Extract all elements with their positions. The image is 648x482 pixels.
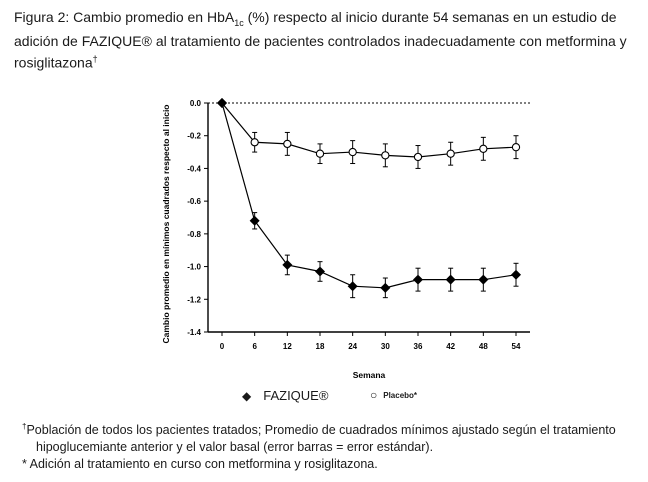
- series-line-placebo: [221, 102, 517, 158]
- y-tick-label: -1.2: [187, 295, 201, 304]
- x-tick-label: 24: [348, 342, 357, 351]
- x-tick-label: 36: [414, 342, 423, 351]
- data-point-placebo: [250, 138, 259, 147]
- data-point-placebo: [446, 149, 455, 158]
- data-point-fazique: [347, 281, 358, 292]
- data-point-fazique: [478, 274, 489, 285]
- x-tick-label: 48: [479, 342, 488, 351]
- chart-axes: 0.0 -0.2 -0.4 -0.6 -0.8 -1.0 -1.2 -1.4 0 6 12 18 24 3…: [187, 99, 530, 351]
- x-tick-label: 6: [252, 342, 257, 351]
- data-point-fazique: [217, 98, 227, 108]
- y-tick-label: -0.8: [187, 230, 201, 239]
- data-point-placebo: [479, 144, 488, 153]
- legend-fazique: ◆ FAZIQUE®: [242, 388, 328, 403]
- data-point-placebo: [283, 139, 292, 149]
- x-tick-label: 42: [446, 342, 455, 351]
- footnote-1-text: Población de todos los pacientes tratado…: [26, 423, 616, 438]
- x-tick-label: 54: [512, 342, 521, 351]
- data-point-placebo: [413, 152, 423, 162]
- caption-subscript: 1c: [234, 17, 244, 28]
- series-line-fazique: [221, 102, 517, 289]
- x-tick-label: 30: [381, 342, 390, 351]
- data-point-fazique: [249, 215, 260, 226]
- y-tick-label: -0.4: [187, 164, 201, 173]
- data-point-fazique: [380, 282, 391, 293]
- axis-labels: Cambio promedio en mínimos cuadrados res…: [161, 105, 386, 381]
- footnote-2: * Adición al tratamiento en curso con me…: [22, 457, 378, 472]
- data-point-fazique: [282, 259, 293, 270]
- y-tick-label: -1.4: [187, 328, 201, 337]
- open-circle-icon: ○: [370, 388, 378, 402]
- series-placebo: [217, 98, 521, 169]
- footnote-1: †Población de todos los pacientes tratad…: [22, 418, 642, 439]
- caption-rest: (%) respecto al inicio durante 54 semana…: [14, 9, 627, 71]
- legend-fazique-label: FAZIQUE®: [263, 388, 329, 403]
- data-point-fazique: [445, 274, 456, 285]
- series-fazique: [217, 98, 521, 299]
- footnote-1-mark: †: [22, 422, 27, 431]
- data-point-fazique: [511, 269, 521, 280]
- legend-placebo-label: Placebo*: [383, 390, 418, 400]
- line-chart: 0.0 -0.2 -0.4 -0.6 -0.8 -1.0 -1.2 -1.4 0 6 12 18 24 3…: [161, 98, 530, 381]
- x-tick-label: 12: [283, 342, 292, 351]
- y-tick-label: 0.0: [190, 99, 202, 108]
- figure-caption: Figura 2: Cambio promedio en HbA1c (%) r…: [14, 8, 638, 71]
- data-point-placebo: [511, 143, 521, 152]
- series-layer: [217, 98, 521, 299]
- data-point-placebo: [348, 147, 357, 157]
- footnote-1-continuation: hipoglucemiante anterior y el valor basa…: [36, 440, 434, 455]
- diamond-icon: ◆: [242, 388, 252, 403]
- data-point-placebo: [315, 149, 325, 158]
- caption-dagger: †: [92, 53, 98, 64]
- x-axis-label: Semana: [353, 370, 386, 380]
- footnotes: †Población de todos los pacientes tratad…: [22, 418, 642, 473]
- data-point-placebo: [381, 151, 390, 160]
- data-point-fazique: [413, 274, 423, 285]
- y-axis-label: Cambio promedio en mínimos cuadrados res…: [161, 105, 171, 344]
- legend-placebo: ○ Placebo*: [370, 388, 417, 402]
- caption-prefix: Figura 2: Cambio promedio en HbA: [14, 9, 235, 25]
- y-tick-label: -1.0: [187, 263, 201, 272]
- x-tick-label: 0: [220, 342, 225, 351]
- y-tick-label: -0.2: [187, 132, 201, 141]
- data-point-fazique: [315, 266, 325, 277]
- x-tick-label: 18: [316, 342, 325, 351]
- y-tick-label: -0.6: [187, 197, 201, 206]
